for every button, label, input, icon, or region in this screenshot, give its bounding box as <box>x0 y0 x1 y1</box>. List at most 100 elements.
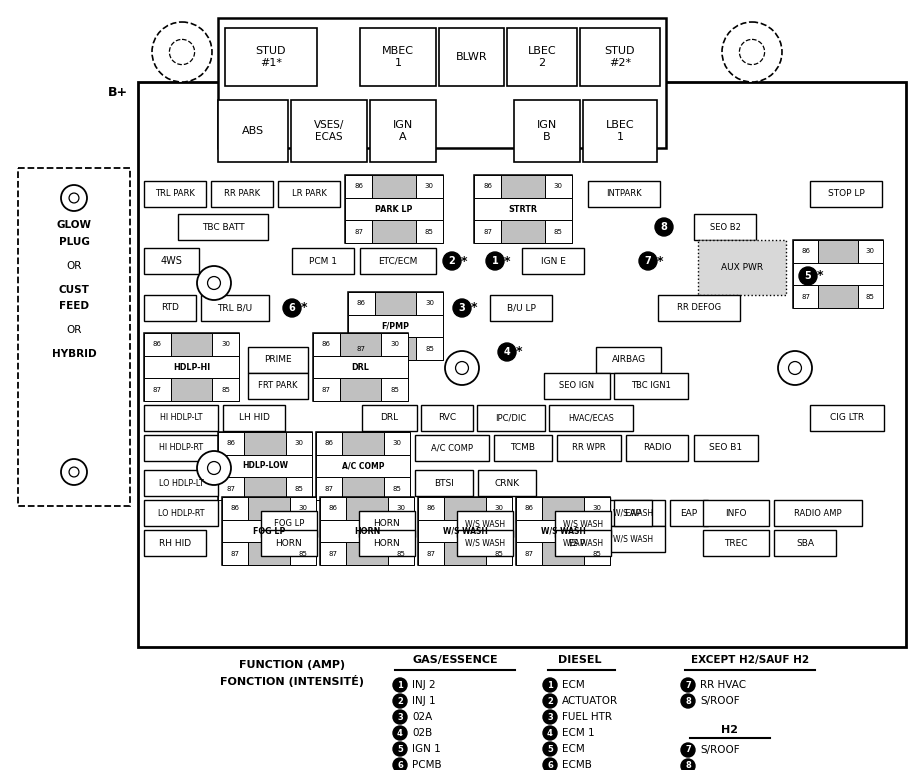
Bar <box>170 378 212 401</box>
Bar <box>521 248 584 274</box>
Bar <box>476 405 544 431</box>
Bar <box>347 337 374 360</box>
Bar <box>693 435 757 461</box>
Text: INFO: INFO <box>724 508 746 517</box>
Text: 87: 87 <box>231 551 239 557</box>
Text: 87: 87 <box>426 551 436 557</box>
Text: ECMB: ECMB <box>562 760 591 770</box>
Bar <box>218 18 665 148</box>
Circle shape <box>208 461 221 474</box>
Bar <box>339 378 381 401</box>
Circle shape <box>392 694 406 708</box>
Bar <box>473 220 501 243</box>
Bar <box>416 337 443 360</box>
Text: 1: 1 <box>491 256 498 266</box>
Bar <box>583 100 656 162</box>
Text: HYBRID: HYBRID <box>51 349 96 359</box>
Text: 87: 87 <box>357 346 366 352</box>
Text: W/S WASH: W/S WASH <box>612 508 652 517</box>
Text: 86: 86 <box>153 341 162 347</box>
Text: LBEC
2: LBEC 2 <box>528 46 556 68</box>
Bar <box>506 28 576 86</box>
Bar <box>144 248 199 274</box>
Text: 86: 86 <box>354 183 363 189</box>
Text: 85: 85 <box>294 486 303 492</box>
Text: HORN: HORN <box>373 538 400 547</box>
Text: ACTUATOR: ACTUATOR <box>562 696 618 706</box>
Bar <box>218 432 244 454</box>
Text: 5: 5 <box>547 745 552 754</box>
Bar <box>558 530 596 556</box>
Bar <box>416 292 443 315</box>
Circle shape <box>798 267 816 285</box>
Bar <box>221 497 315 565</box>
Bar <box>556 435 620 461</box>
Text: RADIO: RADIO <box>642 444 671 453</box>
Text: BTSI: BTSI <box>434 478 453 487</box>
Bar <box>358 530 414 556</box>
Bar <box>278 181 340 207</box>
Circle shape <box>152 22 211 82</box>
Bar <box>144 530 206 556</box>
Text: 1: 1 <box>397 681 403 689</box>
Text: 87: 87 <box>524 551 533 557</box>
Bar <box>516 542 541 565</box>
Circle shape <box>197 451 231 485</box>
Circle shape <box>443 252 460 270</box>
Bar <box>600 526 664 552</box>
Bar <box>374 292 416 315</box>
Circle shape <box>445 351 479 385</box>
Text: F/PMP: F/PMP <box>381 322 409 330</box>
Circle shape <box>392 742 406 756</box>
Text: ECM 1: ECM 1 <box>562 728 594 738</box>
Bar <box>372 220 415 243</box>
Circle shape <box>542 694 556 708</box>
Circle shape <box>542 726 556 740</box>
Text: RR HVAC: RR HVAC <box>699 680 745 690</box>
Bar <box>444 542 485 565</box>
Bar <box>144 378 170 401</box>
Text: FOG LP: FOG LP <box>274 520 304 528</box>
Text: STUD
#1*: STUD #1* <box>255 46 286 68</box>
Text: W/S WASH: W/S WASH <box>540 527 584 535</box>
Bar <box>702 530 768 556</box>
Bar <box>600 500 664 526</box>
Bar <box>345 198 443 220</box>
Bar <box>138 82 905 647</box>
Text: RR PARK: RR PARK <box>223 189 260 199</box>
Bar <box>218 454 312 477</box>
Bar <box>669 500 708 526</box>
Text: IGN 1: IGN 1 <box>412 744 440 754</box>
Text: CUST: CUST <box>59 285 89 295</box>
Text: STRTR: STRTR <box>508 205 537 213</box>
Text: 87: 87 <box>324 486 334 492</box>
Bar <box>415 175 443 198</box>
Bar <box>417 520 512 542</box>
Bar <box>809 405 883 431</box>
Bar <box>221 542 248 565</box>
Bar <box>222 405 285 431</box>
Text: RR WPR: RR WPR <box>572 444 605 453</box>
Text: 2: 2 <box>547 697 552 705</box>
Bar <box>347 315 443 337</box>
Text: 30: 30 <box>553 183 562 189</box>
Circle shape <box>392 710 406 724</box>
Text: B/U LP: B/U LP <box>506 303 535 313</box>
Text: 85: 85 <box>592 551 601 557</box>
Bar <box>698 240 785 295</box>
Text: ETC/ECM: ETC/ECM <box>378 256 417 266</box>
Bar <box>516 497 609 565</box>
Bar <box>657 295 739 321</box>
Bar <box>212 378 239 401</box>
Text: CRNK: CRNK <box>494 478 519 487</box>
Text: B+: B+ <box>108 85 128 99</box>
Text: HVAC/ECAS: HVAC/ECAS <box>567 413 613 423</box>
Bar <box>345 220 372 243</box>
Bar <box>383 432 410 454</box>
Bar <box>289 497 315 520</box>
Text: 30: 30 <box>221 341 230 347</box>
Circle shape <box>542 678 556 692</box>
Text: PRIME: PRIME <box>264 356 291 364</box>
Text: 6: 6 <box>289 303 295 313</box>
Bar <box>320 520 414 542</box>
